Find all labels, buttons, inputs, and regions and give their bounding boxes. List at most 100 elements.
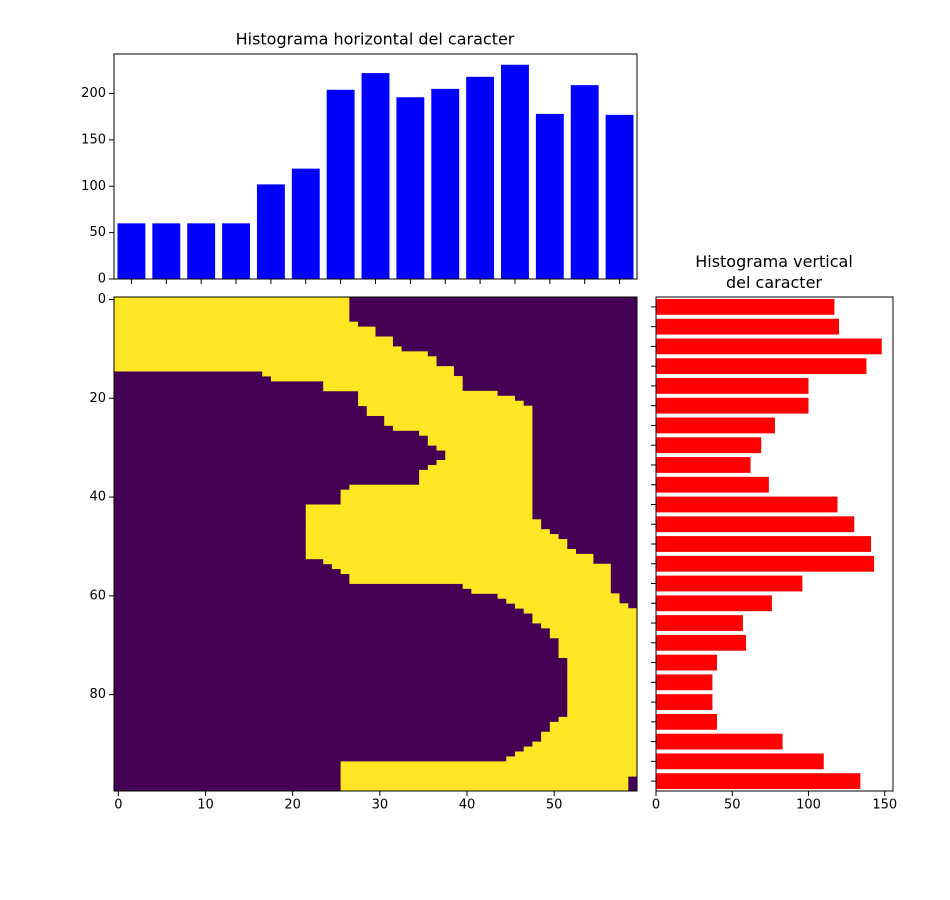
image-row-segment <box>514 751 637 757</box>
image-row-segment <box>558 647 637 654</box>
image-row-segment <box>114 366 454 372</box>
bar <box>466 76 495 279</box>
image-row-segment <box>471 588 611 594</box>
bar <box>656 536 872 552</box>
bar <box>501 64 529 279</box>
bar <box>291 168 320 279</box>
bar <box>656 694 713 710</box>
image-row-segment <box>114 316 350 323</box>
image-row-segment <box>114 326 376 332</box>
chart-title: Histograma horizontal del caracter <box>236 30 515 49</box>
bar <box>656 476 769 493</box>
bar <box>535 113 564 279</box>
image-row-segment <box>358 395 515 402</box>
x-tick-label: 20 <box>284 798 301 813</box>
bar <box>187 223 216 279</box>
image-row-segment <box>305 534 559 540</box>
image-row-segment <box>114 311 350 318</box>
image-row-segment <box>114 356 437 362</box>
bar <box>656 615 743 631</box>
bar <box>656 457 751 473</box>
image-row-segment <box>419 469 533 476</box>
image-row-segment <box>558 716 637 723</box>
y-tick-label: 200 <box>81 86 106 101</box>
image-row-segment <box>305 504 533 510</box>
image-row-segment <box>506 598 620 604</box>
bar <box>656 654 718 671</box>
y-tick-label: 40 <box>89 490 106 505</box>
image-row-segment <box>427 440 533 446</box>
image-row-segment <box>497 593 620 599</box>
image-row-segment <box>323 558 594 565</box>
image-row-segment <box>427 464 533 471</box>
x-tick-label: 50 <box>546 798 563 813</box>
image-row-segment <box>114 306 350 313</box>
chart-title: Histograma vertical del caracter <box>695 252 853 292</box>
x-tick-label: 10 <box>197 798 214 813</box>
image-row-segment <box>567 672 637 678</box>
image-row-segment <box>384 415 533 421</box>
bar <box>656 713 718 730</box>
image-row-segment <box>567 662 637 668</box>
image-row-segment <box>358 400 524 407</box>
bar <box>326 89 355 279</box>
image-row-segment <box>270 376 463 382</box>
image-row-segment <box>549 627 637 634</box>
image-row-segment <box>514 603 629 609</box>
image-row-segment <box>340 489 533 495</box>
image-row-segment <box>349 484 533 491</box>
image-row-segment <box>549 726 637 733</box>
bar <box>656 733 783 750</box>
image-row-segment <box>532 613 637 619</box>
bar <box>656 397 809 414</box>
bar <box>656 753 824 770</box>
y-tick-label: 60 <box>89 588 106 603</box>
image-row-segment <box>340 776 629 782</box>
image-row-segment <box>419 430 533 436</box>
y-tick-label: 0 <box>98 272 106 287</box>
image-row-segment <box>114 361 437 367</box>
y-tick-label: 0 <box>98 292 106 307</box>
image-row-segment <box>419 474 533 481</box>
image-row-segment <box>419 479 533 486</box>
image-row-segment <box>445 455 533 461</box>
bar <box>656 378 809 394</box>
image-row-segment <box>114 351 428 357</box>
image-row-segment <box>340 771 637 777</box>
x-tick-label: 0 <box>114 798 122 813</box>
image-row-segment <box>567 677 637 683</box>
image-row-segment <box>384 420 533 426</box>
bar <box>656 496 838 513</box>
image-row-segment <box>558 652 637 659</box>
image-row-segment <box>305 519 542 525</box>
image-row-segment <box>323 385 463 392</box>
image-row-segment <box>541 736 637 742</box>
axes-frame <box>113 296 638 792</box>
image-row-segment <box>541 623 637 629</box>
bar <box>656 358 867 375</box>
image-row-segment <box>462 583 611 589</box>
image-row-segment <box>567 707 637 713</box>
image-row-segment <box>305 524 542 530</box>
x-tick-label: 30 <box>372 798 389 813</box>
x-tick-label: 50 <box>724 798 741 813</box>
image-row-segment <box>567 687 637 693</box>
image-row-segment <box>114 336 393 342</box>
bar <box>605 114 634 280</box>
image-row-segment <box>366 405 533 412</box>
image-row-segment <box>114 346 402 352</box>
bar <box>656 575 803 592</box>
image-row-segment <box>567 702 637 708</box>
image-row-segment <box>558 642 637 649</box>
image-row-segment <box>541 731 637 738</box>
image-row-segment <box>305 529 550 535</box>
bar <box>361 73 390 279</box>
bar <box>431 88 460 279</box>
bar <box>396 97 425 279</box>
image-row-segment <box>340 761 637 767</box>
bar <box>256 184 285 279</box>
bar <box>656 516 855 533</box>
image-row-segment <box>567 697 637 703</box>
